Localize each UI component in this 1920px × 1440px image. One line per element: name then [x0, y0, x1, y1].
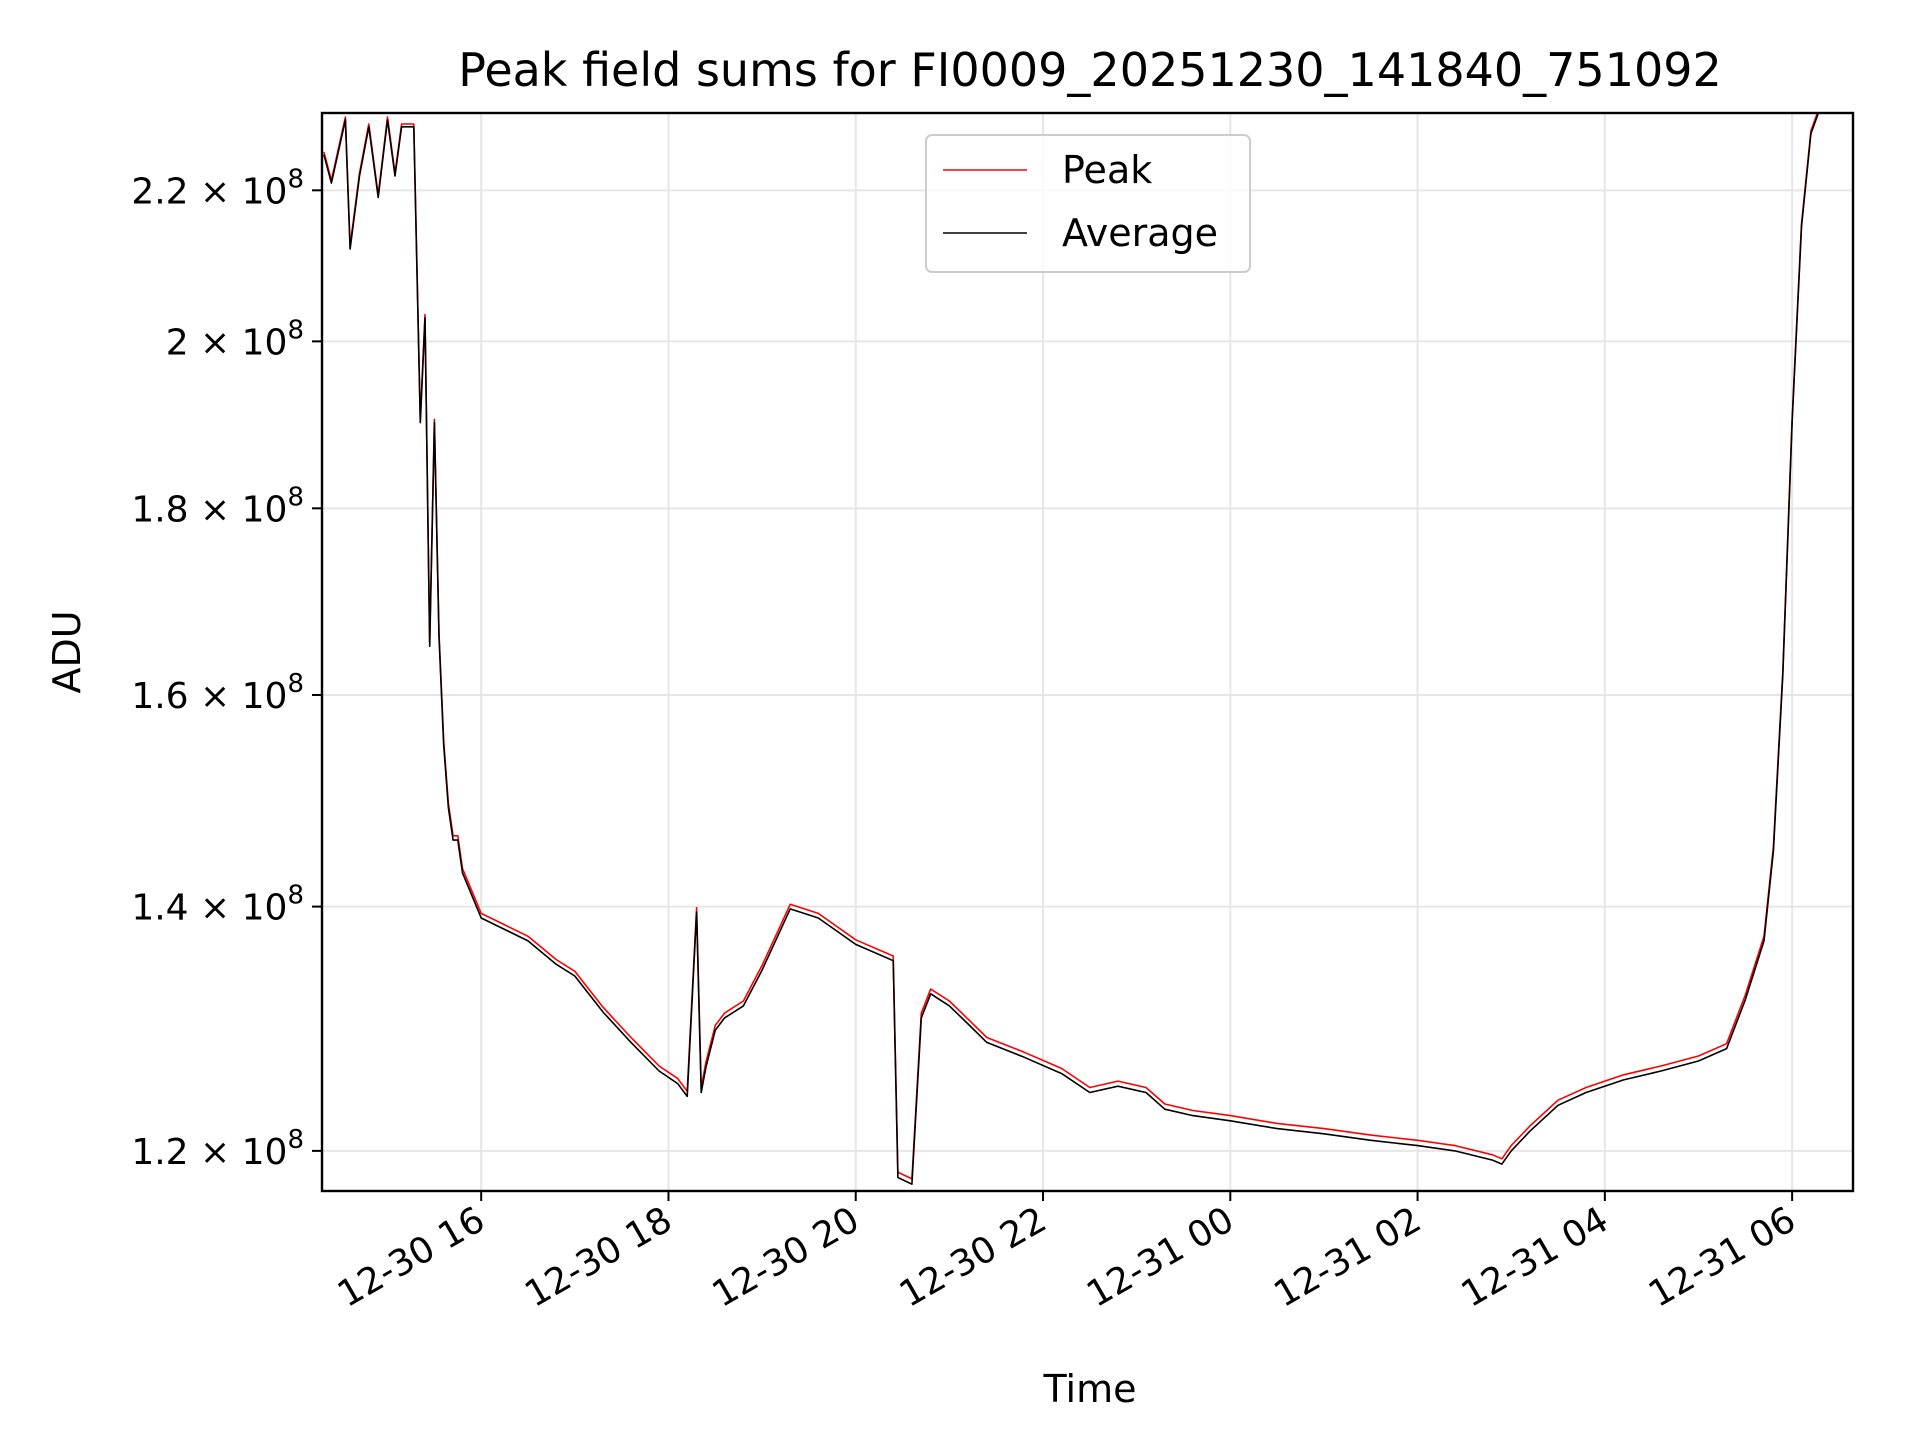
y-tick-times: × 10 — [189, 489, 288, 530]
y-tick-label: 1.8 × 108 — [131, 482, 304, 530]
y-tick-label: 1.2 × 108 — [131, 1125, 304, 1173]
y-tick-times: × 10 — [189, 322, 288, 363]
y-axis-label: ADU — [45, 610, 89, 693]
y-tick-exponent: 8 — [287, 881, 304, 911]
y-tick-times: × 10 — [189, 171, 288, 212]
y-tick-exponent: 8 — [287, 669, 304, 699]
y-tick-label: 1.6 × 108 — [131, 669, 304, 717]
chart-title: Peak field sums for FI0009_20251230_1418… — [458, 43, 1722, 97]
plot-frame — [320, 111, 1855, 1193]
x-axis-label: Time — [1043, 1367, 1137, 1411]
legend-label-average: Average — [1062, 211, 1218, 255]
legend-label-peak: Peak — [1062, 148, 1152, 192]
series-layer — [323, 113, 1820, 1185]
y-tick-mantissa: 1.2 — [131, 1132, 188, 1173]
y-tick-label: 1.4 × 108 — [131, 881, 304, 929]
y-tick-exponent: 8 — [287, 164, 304, 194]
y-tick-mantissa: 2 — [166, 322, 189, 363]
y-tick-mantissa: 1.4 — [131, 888, 188, 929]
y-tick-exponent: 8 — [287, 315, 304, 345]
y-tick-mantissa: 1.6 — [131, 676, 188, 717]
y-tick-label: 2.2 × 108 — [131, 164, 304, 212]
y-tick-mantissa: 2.2 — [131, 171, 188, 212]
y-tick-exponent: 8 — [287, 1125, 304, 1155]
y-tick-label: 2 × 108 — [166, 315, 304, 363]
y-tick-times: × 10 — [189, 888, 288, 929]
y-tick-times: × 10 — [189, 676, 288, 717]
series-line-average — [323, 113, 1820, 1185]
y-tick-times: × 10 — [189, 1132, 288, 1173]
legend: Peak Average — [925, 134, 1251, 273]
y-tick-mantissa: 1.8 — [131, 489, 188, 530]
y-tick-exponent: 8 — [287, 482, 304, 512]
